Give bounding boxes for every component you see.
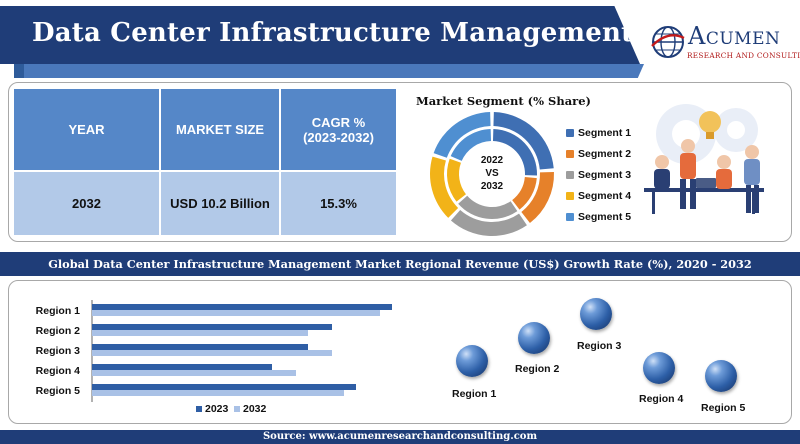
desk	[644, 188, 764, 192]
segment-title: Market Segment (% Share)	[416, 94, 591, 108]
donut-center-line3: 2032	[481, 181, 504, 192]
legend-item-segment-5: Segment 5	[566, 206, 631, 227]
legend-label: Segment 4	[578, 189, 632, 202]
legend-label: Segment 3	[578, 168, 632, 181]
person-icon	[681, 139, 695, 153]
legend-swatch-2023	[196, 406, 202, 412]
segment-donut: 2022 VS 2032	[430, 112, 554, 236]
legend-swatch	[566, 170, 574, 179]
legend-swatch	[566, 149, 574, 158]
cell-market-size: USD 10.2 Billion	[160, 170, 281, 235]
bar-2023-region-2	[92, 324, 332, 330]
category-labels: Region 1 Region 2 Region 3 Region 4 Region 5	[36, 305, 80, 397]
legend-swatch	[566, 212, 574, 221]
category-label-3: Region 3	[36, 345, 80, 357]
donut-outer-slice-4	[430, 156, 459, 218]
person-icon	[745, 145, 759, 159]
legend-item-segment-3: Segment 3	[566, 164, 631, 185]
region-sphere-5	[705, 360, 737, 392]
donut-center	[462, 144, 522, 204]
donut-inner-slice-5	[450, 129, 492, 161]
legend-label: Segment 1	[578, 126, 632, 139]
legend-item-segment-2: Segment 2	[566, 143, 631, 164]
logo-subtitle: RESEARCH AND CONSULTING	[687, 51, 800, 60]
legend-label-2023: 2023	[205, 403, 229, 415]
donut-outer-slice-2	[521, 171, 554, 224]
header-band	[0, 6, 640, 64]
cell-cagr: 15.3%	[280, 170, 396, 235]
person-icon	[717, 155, 731, 169]
category-label-2: Region 2	[36, 325, 80, 337]
header-market-size: MARKET SIZE	[160, 89, 281, 172]
chart-legend: 2023 2032	[196, 403, 267, 415]
bar-2032-region-4	[92, 370, 296, 376]
bar-2023-region-5	[92, 384, 356, 390]
donut-inner-slice-4	[447, 158, 466, 202]
bar-2032-region-2	[92, 330, 308, 336]
source-footer: Source: www.acumenresearchandconsulting.…	[0, 430, 800, 444]
donut-outer-slice-3	[450, 209, 527, 236]
chart-title-banner: Global Data Center Infrastructure Manage…	[0, 252, 800, 276]
legend-swatch	[566, 191, 574, 200]
bar-2032-region-3	[92, 350, 332, 356]
header-year: YEAR	[14, 89, 161, 172]
acumen-logo: Acumen RESEARCH AND CONSULTING	[650, 20, 800, 64]
regional-bar-chart: Region 1 Region 2 Region 3 Region 4 Region 5…	[36, 300, 392, 415]
region-sphere-1	[456, 345, 488, 377]
lightbulb-icon	[699, 111, 721, 133]
legend-label-2032: 2032	[243, 403, 267, 415]
donut-outer-ring	[430, 112, 554, 236]
region-sphere-label-1: Region 1	[452, 388, 497, 400]
donut-outer-slice-5	[433, 112, 491, 158]
category-label-1: Region 1	[36, 305, 80, 317]
donut-inner-slice-3	[458, 195, 518, 219]
donut-outer-slice-1	[493, 112, 554, 170]
bar-2032-region-5	[92, 390, 344, 396]
region-sphere-3	[580, 298, 612, 330]
market-summary-table: YEAR MARKET SIZE CAGR % (2023-2032) 2032…	[14, 89, 396, 235]
logo-name: Acumen	[688, 22, 781, 50]
region-sphere-2	[518, 322, 550, 354]
donut-inner-ring	[447, 129, 537, 219]
header-underline	[24, 64, 644, 78]
bar-marks	[92, 304, 392, 396]
header-cagr: CAGR % (2023-2032)	[280, 89, 396, 172]
region-sphere-label-4: Region 4	[639, 393, 684, 405]
donut-inner-slice-1	[492, 129, 537, 176]
bar-2023-region-4	[92, 364, 272, 370]
donut-center-line2: VS	[485, 168, 499, 179]
bar-2023-region-1	[92, 304, 392, 310]
team-illustration	[644, 104, 764, 214]
globe-icon	[651, 26, 685, 58]
header-cagr-label: CAGR %	[311, 114, 366, 130]
laptop-icon	[696, 178, 716, 188]
category-label-5: Region 5	[36, 385, 80, 397]
table-header-row: YEAR MARKET SIZE CAGR % (2023-2032)	[14, 89, 396, 172]
region-sphere-4	[643, 352, 675, 384]
donut-inner-slice-2	[512, 177, 537, 210]
region-sphere-label-5: Region 5	[701, 402, 746, 414]
legend-label: Segment 2	[578, 147, 632, 160]
cell-year: 2032	[14, 170, 161, 235]
region-sphere-label-3: Region 3	[577, 340, 622, 352]
region-sphere-label-2: Region 2	[515, 363, 560, 375]
donut-center-line1: 2022	[481, 155, 504, 166]
legend-swatch-2032	[234, 406, 240, 412]
person-icon	[655, 155, 669, 169]
segment-legend: Segment 1 Segment 2 Segment 3 Segment 4 …	[566, 122, 631, 227]
header-cagr-period: (2023-2032)	[303, 129, 374, 145]
table-row: 2032 USD 10.2 Billion 15.3%	[14, 170, 396, 235]
bar-2032-region-1	[92, 310, 380, 316]
legend-swatch	[566, 128, 574, 137]
legend-label: Segment 5	[578, 210, 632, 223]
bar-2023-region-3	[92, 344, 308, 350]
page-title: Data Center Infrastructure Management Ma…	[32, 18, 750, 48]
legend-item-segment-1: Segment 1	[566, 122, 631, 143]
category-label-4: Region 4	[36, 365, 80, 377]
legend-item-segment-4: Segment 4	[566, 185, 631, 206]
